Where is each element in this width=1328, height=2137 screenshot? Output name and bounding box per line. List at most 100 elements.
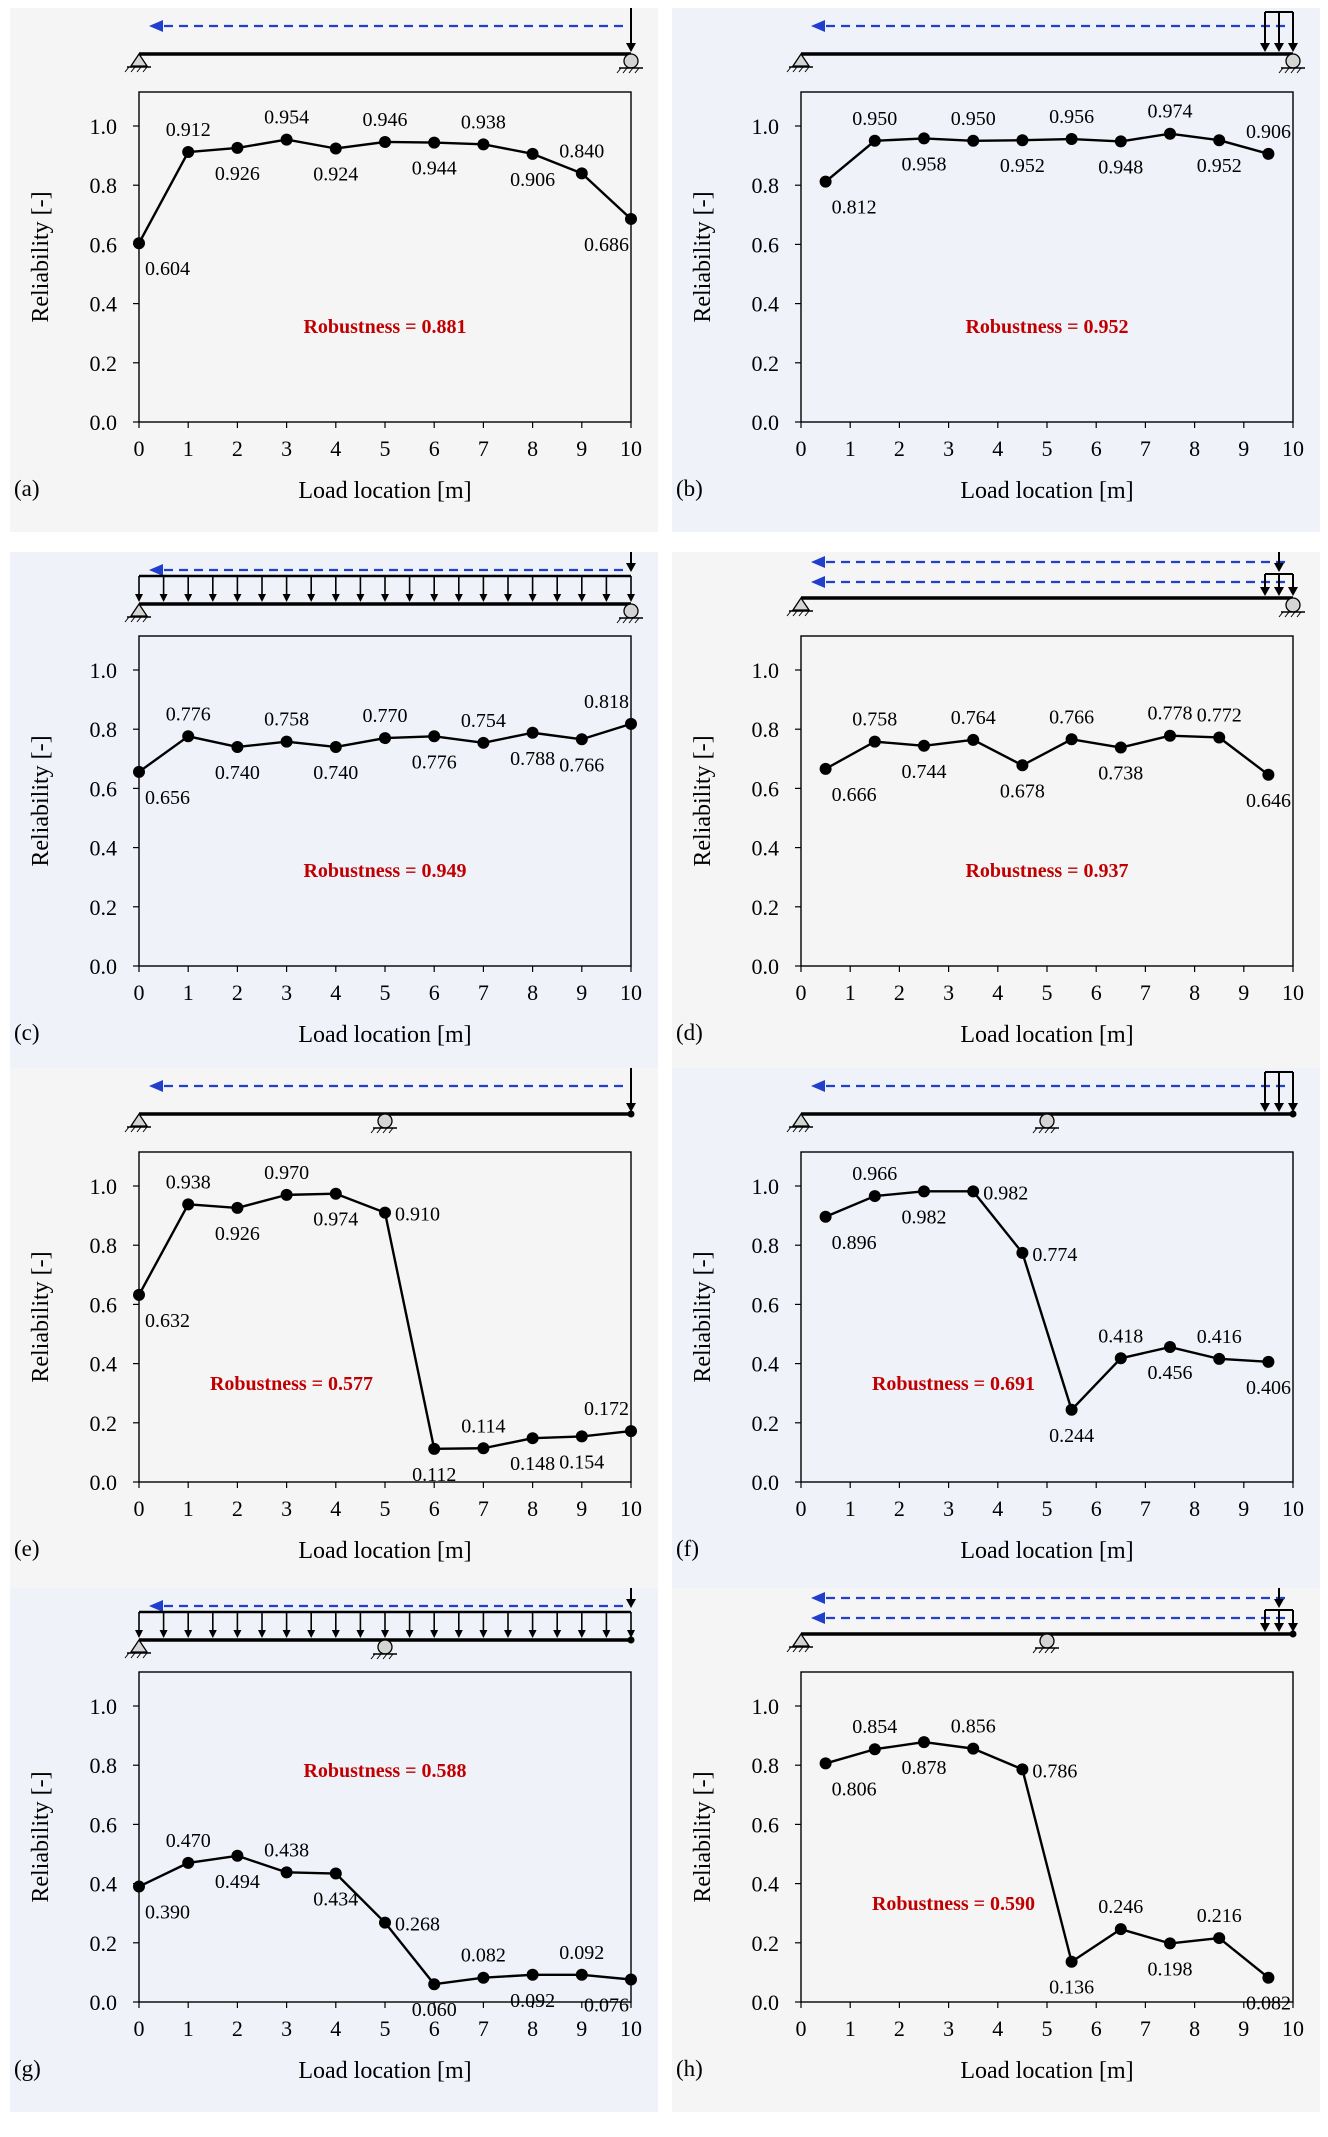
move-direction-arrowhead [811, 576, 825, 588]
support-hatch [142, 616, 148, 623]
data-point [428, 1442, 441, 1455]
y-tick-label: 1.0 [90, 1694, 118, 1719]
x-tick-label: 3 [281, 436, 292, 461]
data-label: 0.744 [902, 761, 947, 783]
x-tick-label: 10 [1282, 436, 1304, 461]
data-point [1213, 134, 1226, 147]
x-tick-label: 0 [134, 436, 145, 461]
data-point [1262, 1355, 1275, 1368]
beam-schematic [124, 8, 643, 74]
robustness-annotation: Robustness = 0.588 [303, 1760, 466, 1782]
x-tick-label: 5 [380, 980, 391, 1005]
x-tick-label: 5 [380, 436, 391, 461]
udl-arrowhead [528, 594, 537, 602]
support-hatch [136, 616, 142, 623]
x-tick-label: 2 [232, 1496, 243, 1521]
data-label: 0.656 [145, 787, 190, 809]
y-tick-label: 0.6 [90, 1292, 118, 1317]
point-load-arrowhead [1260, 1623, 1270, 1632]
data-point [379, 135, 391, 148]
beam-schematic [124, 552, 643, 624]
move-direction-arrowhead [811, 556, 825, 568]
udl-arrowhead [454, 594, 463, 602]
data-label: 0.926 [215, 1223, 260, 1245]
data-label: 0.470 [166, 1830, 211, 1852]
data-label: 0.910 [395, 1204, 440, 1226]
data-label: 0.764 [951, 707, 996, 729]
y-tick-label: 1.0 [90, 658, 118, 683]
data-label: 0.952 [1197, 155, 1242, 177]
beam-schematic [124, 1588, 636, 1660]
data-label: 0.390 [145, 1902, 190, 1924]
x-tick-label: 8 [527, 1496, 538, 1521]
point-load-arrowhead [1274, 1103, 1284, 1112]
data-label: 0.878 [902, 1757, 947, 1779]
data-label: 0.060 [412, 1999, 457, 2021]
roller-support [377, 1639, 393, 1655]
x-tick-label: 3 [281, 2016, 292, 2041]
x-tick-label: 5 [380, 1496, 391, 1521]
support-hatch [1296, 67, 1302, 74]
y-tick-label: 0.4 [90, 836, 118, 861]
point-load-arrowhead [626, 1599, 636, 1608]
x-tick-label: 1 [183, 1496, 194, 1521]
support-hatch [798, 66, 804, 73]
udl-arrowhead [405, 594, 414, 602]
support-hatch [1278, 611, 1284, 618]
point-load-arrowhead [1274, 587, 1284, 596]
data-point [329, 142, 342, 155]
x-tick-label: 6 [429, 436, 440, 461]
udl-arrowhead [627, 594, 635, 602]
x-tick-label: 0 [134, 980, 145, 1005]
y-tick-label: 0.8 [752, 1233, 780, 1258]
data-label: 0.982 [983, 1182, 1028, 1204]
udl-arrowhead [405, 1630, 414, 1638]
x-tick-label: 4 [330, 2016, 341, 2041]
data-point [819, 175, 832, 188]
x-tick-label: 10 [1282, 980, 1304, 1005]
x-tick-label: 7 [1140, 1496, 1151, 1521]
chart-panel-7: 0.0 0.2 0.4 0.6 0.8 1.0 0 1 2 3 4 5 6 7 8 9 10 Load locat… [672, 1588, 1320, 2112]
support-hatch [798, 1646, 804, 1653]
data-label: 0.956 [1049, 106, 1094, 128]
data-point [379, 732, 391, 745]
data-label: 0.758 [852, 709, 897, 731]
y-tick-label: 0.2 [90, 1931, 118, 1956]
support-hatch [1050, 1127, 1056, 1134]
roller-support [377, 1113, 393, 1129]
panel-label: (c) [14, 1020, 40, 1045]
x-tick-label: 6 [1091, 436, 1102, 461]
y-tick-label: 0.4 [752, 292, 780, 317]
x-tick-label: 8 [1189, 980, 1200, 1005]
x-tick-label: 1 [845, 436, 856, 461]
y-tick-label: 0.8 [752, 717, 780, 742]
data-point [1262, 768, 1275, 781]
y-axis-label: Reliability [-] [28, 191, 54, 322]
y-tick-label: 0.2 [752, 351, 780, 376]
data-point [231, 740, 244, 753]
x-tick-label: 0 [796, 436, 807, 461]
udl-arrowhead [430, 1630, 439, 1638]
data-point [625, 212, 637, 225]
support-hatch [786, 1126, 792, 1133]
x-tick-label: 4 [330, 1496, 341, 1521]
support-hatch [376, 1127, 382, 1134]
y-axis-label: Reliability [-] [28, 735, 54, 866]
x-tick-label: 3 [943, 1496, 954, 1521]
y-tick-label: 0.0 [752, 1470, 780, 1495]
data-point [575, 1430, 588, 1443]
data-point [329, 1867, 342, 1880]
data-point [1065, 133, 1078, 146]
support-hatch [634, 617, 640, 624]
support-hatch [798, 1126, 804, 1133]
x-tick-label: 6 [1091, 2016, 1102, 2041]
roller-support [623, 53, 639, 69]
support-hatch [136, 1126, 142, 1133]
point-load-arrowhead [1260, 43, 1270, 52]
udl-arrowhead [233, 594, 242, 602]
data-label: 0.646 [1246, 790, 1291, 812]
x-tick-label: 7 [1140, 2016, 1151, 2041]
data-label: 0.740 [215, 762, 260, 784]
support-hatch [142, 1126, 148, 1133]
move-direction-arrowhead [811, 1612, 825, 1624]
